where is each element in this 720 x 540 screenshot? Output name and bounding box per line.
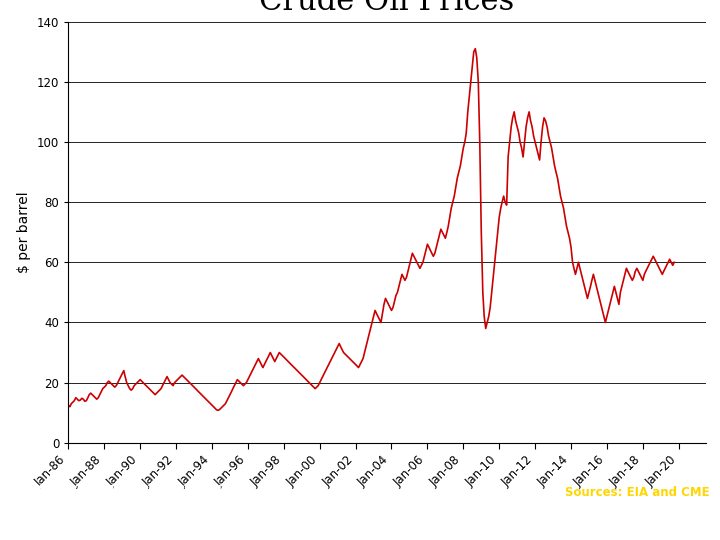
Text: Sources: EIA and CME: Sources: EIA and CME (564, 486, 709, 499)
Text: IOWA STATE UNIVERSITY: IOWA STATE UNIVERSITY (11, 485, 235, 500)
Text: Ag Decision Maker: Ag Decision Maker (547, 517, 709, 531)
Title: Crude Oil Prices: Crude Oil Prices (259, 0, 515, 17)
Y-axis label: $ per barrel: $ per barrel (17, 191, 32, 273)
Text: Extension and Outreach/Department of Economics: Extension and Outreach/Department of Eco… (11, 519, 276, 530)
